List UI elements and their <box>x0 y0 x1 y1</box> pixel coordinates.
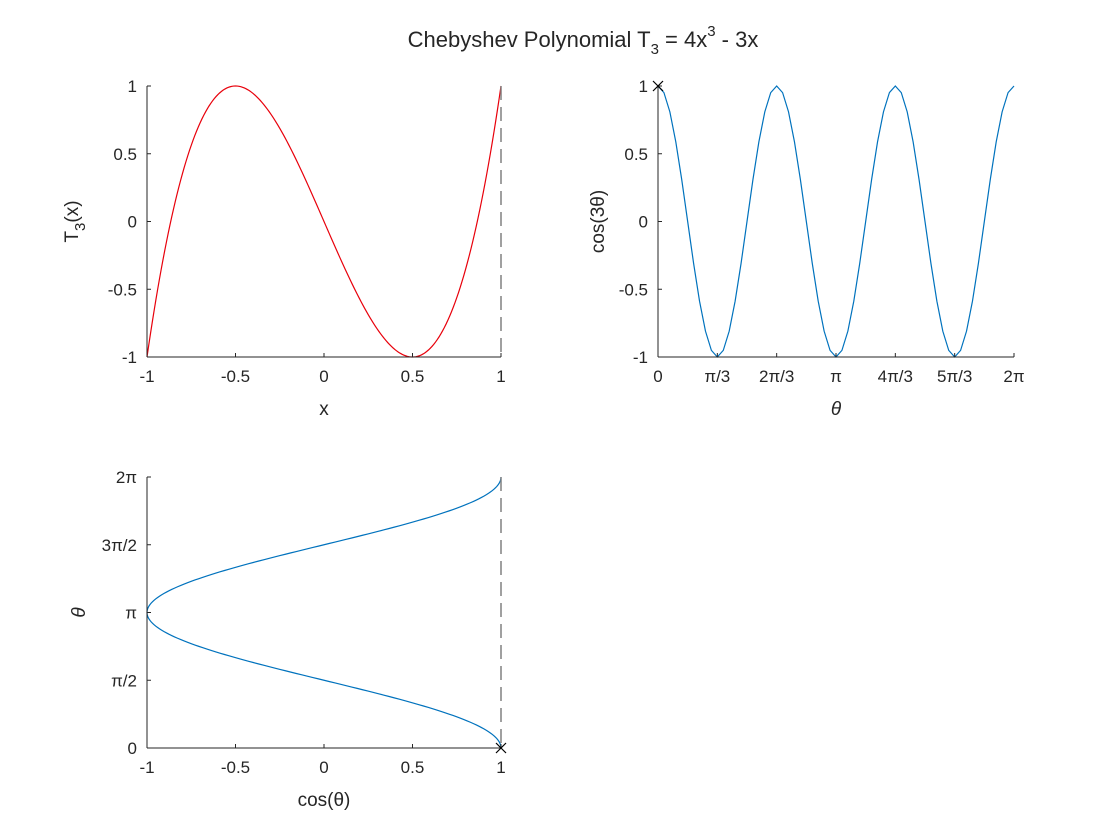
y-tick-label: -1 <box>633 348 648 367</box>
x-tick-label: 2π/3 <box>759 367 794 386</box>
start-marker <box>495 742 507 754</box>
marker-stroke <box>652 80 664 92</box>
y-axis-label: cos(3θ) <box>588 190 609 253</box>
x-tick-label: π/3 <box>704 367 730 386</box>
y-tick-label: 1 <box>639 77 648 96</box>
marker-stroke <box>495 742 507 754</box>
y-tick-label: 0 <box>639 213 648 232</box>
x-axis-label: cos(θ) <box>298 790 351 811</box>
x-tick-label: 4π/3 <box>878 367 913 386</box>
x-tick-label: 0.5 <box>401 367 425 386</box>
x-tick-label: -0.5 <box>221 758 250 777</box>
y-tick-label: 2π <box>116 468 137 487</box>
panel-cos3theta-vs-theta: 0 π/3 2π/3 π 4π/3 5π/3 2π -1 -0.5 0 0.5 1 θ cos(3θ) <box>588 77 1025 420</box>
panel-theta-vs-costheta: -1 -0.5 0 0.5 1 0 π/2 π 3π/2 2π cos(θ) θ <box>69 468 507 811</box>
y-tick-label: π/2 <box>111 671 137 690</box>
y-tick-label: 3π/2 <box>102 536 137 555</box>
x-tick-label: 0 <box>653 367 662 386</box>
x-tick-label: 5π/3 <box>937 367 972 386</box>
x-tick-label: 2π <box>1003 367 1024 386</box>
x-tick-label: 1 <box>496 367 505 386</box>
x-tick-label: -1 <box>139 758 154 777</box>
x-tick-label: -1 <box>139 367 154 386</box>
y-axis-label: T3(x) <box>62 200 89 242</box>
x-tick-label: 0.5 <box>401 758 425 777</box>
y-tick-label: π <box>125 604 137 623</box>
figure-title: Chebyshev Polynomial T3 = 4x3 - 3x <box>408 23 759 58</box>
x-tick-label: π <box>830 367 842 386</box>
start-marker <box>652 80 664 92</box>
x-tick-label: 1 <box>496 758 505 777</box>
y-axis-label-sub: 3 <box>72 223 89 231</box>
y-tick-label: 0.5 <box>624 145 648 164</box>
y-tick-label: -0.5 <box>619 280 648 299</box>
y-tick-label: 1 <box>128 77 137 96</box>
y-axis-label: θ <box>69 607 90 618</box>
x-axis-label: θ <box>831 399 842 420</box>
y-tick-label: 0 <box>128 739 137 758</box>
y-axis-label-end: (x) <box>62 200 83 222</box>
y-tick-label: 0 <box>128 213 137 232</box>
t3-curve <box>146 85 502 358</box>
y-axis-label-main: T <box>62 231 83 243</box>
y-tick-label: 0.5 <box>113 145 137 164</box>
x-tick-label: 0 <box>319 367 328 386</box>
panel-t3-vs-x: -1 -0.5 0 0.5 1 -1 -0.5 0 0.5 1 x T3(x) <box>62 77 506 420</box>
x-tick-label: -0.5 <box>221 367 250 386</box>
y-tick-label: -1 <box>122 348 137 367</box>
y-tick-label: -0.5 <box>108 280 137 299</box>
x-axis-label: x <box>319 399 329 420</box>
x-tick-label: 0 <box>319 758 328 777</box>
